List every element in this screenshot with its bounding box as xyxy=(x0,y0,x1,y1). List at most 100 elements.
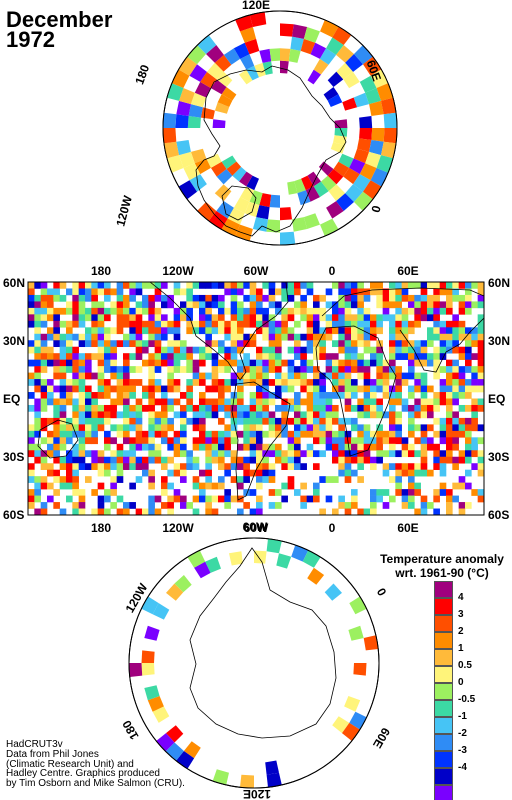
anomaly-cell xyxy=(211,340,219,348)
anomaly-cell xyxy=(319,508,326,515)
anomaly-cell xyxy=(446,489,453,496)
anomaly-cell xyxy=(395,333,402,341)
anomaly-cell xyxy=(338,502,345,509)
anomaly-cell xyxy=(230,340,238,348)
anomaly-cell xyxy=(28,392,35,399)
anomaly-cell xyxy=(465,456,472,464)
anomaly-cell xyxy=(420,392,428,399)
anomaly-cell xyxy=(349,596,367,615)
anomaly-cell xyxy=(249,359,257,367)
anomaly-cell xyxy=(262,307,269,315)
anomaly-cell xyxy=(123,385,130,393)
anomaly-cell xyxy=(344,476,352,483)
anomaly-cell xyxy=(66,456,73,464)
anomaly-cell xyxy=(306,398,314,406)
anomaly-cell xyxy=(256,443,263,451)
anomaly-cell xyxy=(59,430,67,438)
anomaly-cell xyxy=(344,463,352,470)
anomaly-cell xyxy=(152,603,170,620)
anomaly-cell xyxy=(275,489,282,496)
anomaly-cell xyxy=(363,450,371,458)
anomaly-cell xyxy=(205,294,212,302)
anomaly-cell xyxy=(47,482,54,490)
anomaly-cell xyxy=(66,398,73,406)
anomaly-cell xyxy=(370,456,377,464)
anomaly-cell xyxy=(167,346,174,354)
anomaly-cell xyxy=(78,502,86,509)
anomaly-cell xyxy=(205,463,212,470)
anomaly-cell xyxy=(420,314,428,322)
anomaly-cell xyxy=(294,463,301,470)
anomaly-cell xyxy=(237,379,244,386)
anomaly-cell xyxy=(190,148,207,164)
anomaly-cell xyxy=(192,424,200,432)
anomaly-cell xyxy=(262,404,269,412)
anomaly-cell xyxy=(363,392,371,399)
anomaly-cell xyxy=(268,366,276,373)
anomaly-cell xyxy=(344,366,352,373)
anomaly-cell xyxy=(357,366,364,373)
anomaly-cell xyxy=(268,359,276,367)
anomaly-cell xyxy=(300,430,307,438)
anomaly-cell xyxy=(287,327,295,335)
anomaly-cell xyxy=(427,294,434,302)
anomaly-cell xyxy=(135,346,143,354)
anomaly-cell xyxy=(237,430,244,438)
anomaly-cell xyxy=(173,411,181,419)
anomaly-cell xyxy=(148,495,155,503)
anomaly-cell xyxy=(294,353,301,360)
anomaly-cell xyxy=(97,456,105,464)
anomaly-cell xyxy=(237,340,244,348)
anomaly-cell xyxy=(148,359,155,367)
anomaly-cell xyxy=(187,45,206,65)
anomaly-cell xyxy=(268,340,276,348)
anomaly-cell xyxy=(414,450,421,458)
anomaly-cell xyxy=(78,294,86,302)
anomaly-cell xyxy=(72,379,79,386)
anomaly-cell xyxy=(40,346,48,354)
anomaly-cell xyxy=(287,398,295,406)
anomaly-cell xyxy=(34,489,41,496)
anomaly-cell xyxy=(420,502,428,509)
anomaly-cell xyxy=(326,37,344,55)
anomaly-cell xyxy=(233,197,250,214)
anomaly-cell xyxy=(53,469,60,477)
anomaly-cell xyxy=(237,288,244,296)
anomaly-cell xyxy=(446,495,453,503)
anomaly-cell xyxy=(237,314,244,322)
anomaly-cell xyxy=(291,545,309,562)
anomaly-cell xyxy=(414,489,421,496)
anomaly-cell xyxy=(376,366,383,373)
anomaly-cell xyxy=(176,751,195,769)
anomaly-cell xyxy=(91,417,98,425)
anomaly-cell xyxy=(237,346,244,354)
anomaly-cell xyxy=(465,443,472,451)
south-lon-label-180: 180 xyxy=(119,718,141,743)
anomaly-cell xyxy=(192,437,200,445)
anomaly-cell xyxy=(256,456,263,464)
anomaly-cell xyxy=(458,320,466,328)
anomaly-cell xyxy=(167,482,174,490)
anomaly-cell xyxy=(446,392,453,399)
anomaly-cell xyxy=(28,314,35,322)
anomaly-cell xyxy=(97,469,105,477)
anomaly-cell xyxy=(161,463,168,470)
anomaly-cell xyxy=(59,366,67,373)
anomaly-cell xyxy=(180,417,187,425)
anomaly-cell xyxy=(224,495,231,503)
anomaly-cell xyxy=(262,411,269,419)
anomaly-cell xyxy=(414,508,421,515)
anomaly-cell xyxy=(180,288,187,296)
anomaly-cell xyxy=(218,385,225,393)
legend-tick-label: -4 xyxy=(458,762,467,773)
anomaly-cell xyxy=(256,430,263,438)
anomaly-cell xyxy=(40,301,48,309)
anomaly-cell xyxy=(327,94,343,107)
anomaly-cell xyxy=(256,301,263,309)
anomaly-cell xyxy=(414,282,421,289)
anomaly-cell xyxy=(66,417,73,425)
anomaly-cell xyxy=(313,327,320,335)
anomaly-cell xyxy=(268,320,276,328)
anomaly-cell xyxy=(395,340,402,348)
anomaly-cell xyxy=(452,294,459,302)
